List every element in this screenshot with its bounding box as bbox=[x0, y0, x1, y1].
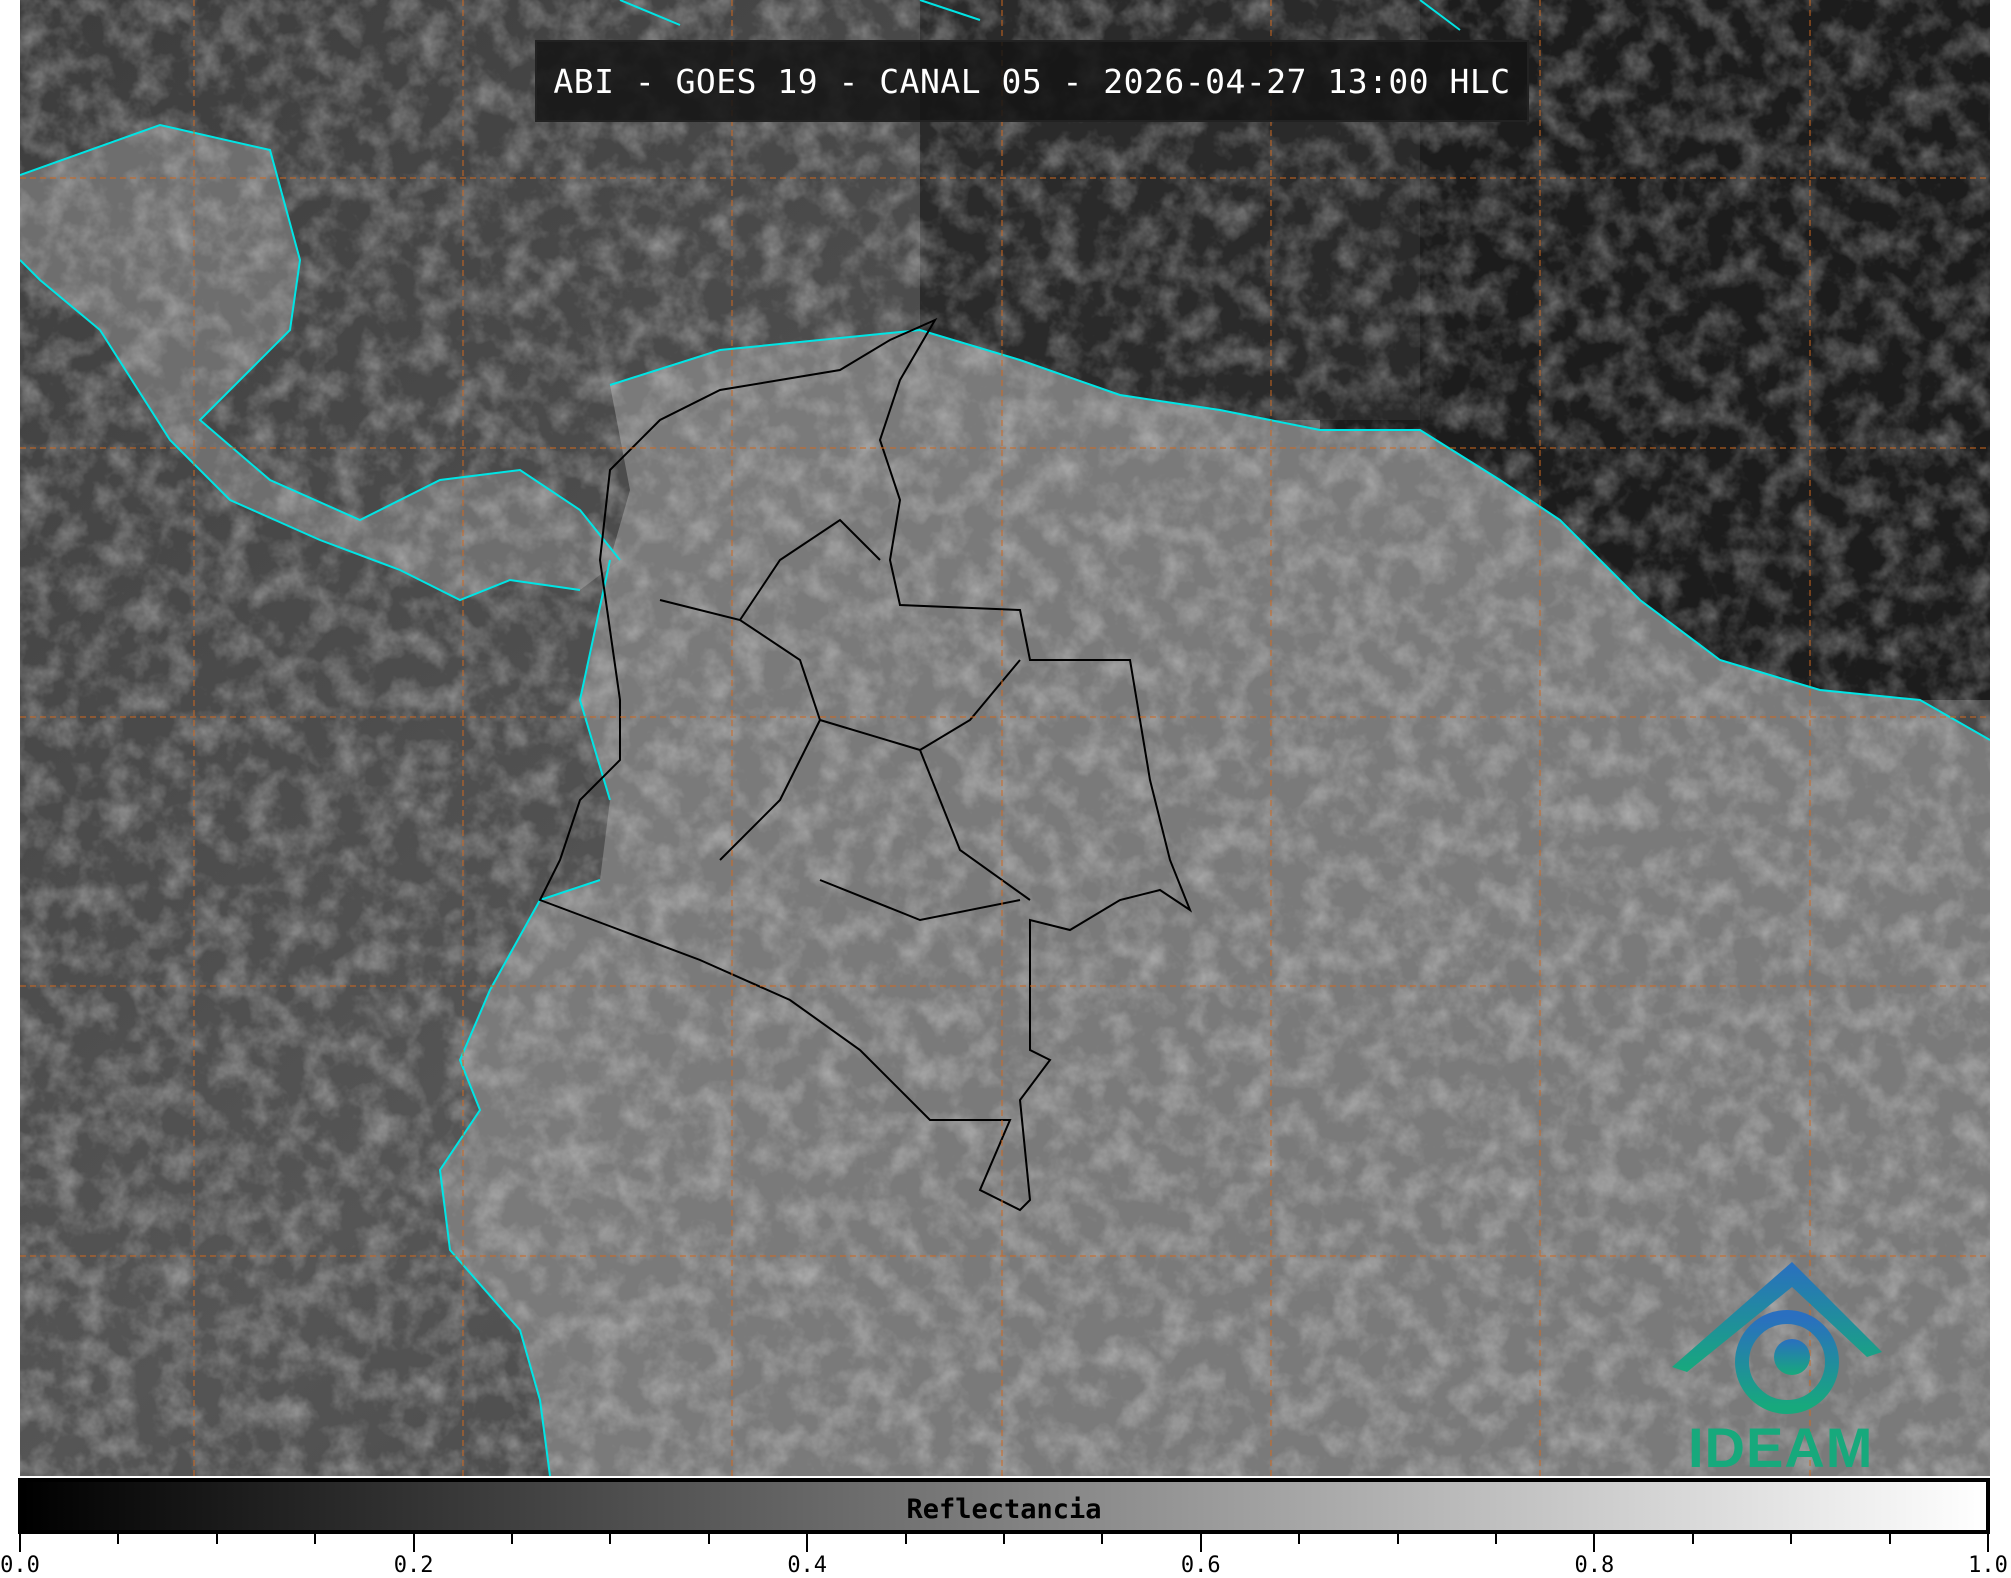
colorbar-tick bbox=[1593, 1534, 1596, 1552]
title-box: ABI - GOES 19 - CANAL 05 - 2026-04-27 13… bbox=[535, 40, 1529, 122]
colorbar-tick bbox=[1396, 1534, 1399, 1544]
colorbar-label: Reflectancia bbox=[906, 1494, 1102, 1525]
coastlines bbox=[20, 0, 1990, 1476]
colorbar-tick bbox=[215, 1534, 218, 1544]
colorbar-tick bbox=[314, 1534, 317, 1544]
graticule bbox=[20, 0, 1990, 1476]
colorbar-tick bbox=[1790, 1534, 1793, 1544]
colorbar-tick-label: 1.0 bbox=[1968, 1553, 2008, 1578]
colorbar-tick-label: 0.8 bbox=[1574, 1553, 1615, 1578]
colorbar: Reflectancia bbox=[18, 1478, 1990, 1534]
colorbar-tick bbox=[511, 1534, 513, 1544]
map-title: ABI - GOES 19 - CANAL 05 - 2026-04-27 13… bbox=[553, 61, 1511, 101]
colorbar-tick bbox=[1298, 1534, 1301, 1544]
colombia-borders bbox=[538, 317, 1193, 1212]
colorbar-tick bbox=[1987, 1534, 1989, 1552]
colorbar-tick bbox=[1691, 1534, 1694, 1544]
colorbar-tick-label: 0.6 bbox=[1180, 1553, 1221, 1578]
colorbar-tick bbox=[806, 1534, 809, 1552]
cloud-texture bbox=[20, 0, 1990, 1476]
colorbar-tick bbox=[1003, 1534, 1005, 1544]
satellite-map bbox=[20, 0, 1990, 1476]
colorbar-tick-label: 0.4 bbox=[787, 1553, 828, 1578]
colorbar-tick-label: 0.2 bbox=[393, 1553, 434, 1578]
colorbar-tick bbox=[1199, 1534, 1202, 1552]
colorbar-tick bbox=[707, 1534, 710, 1544]
colorbar-tick bbox=[19, 1534, 21, 1552]
colorbar-tick bbox=[1101, 1534, 1104, 1544]
colorbar-tick bbox=[1495, 1534, 1497, 1544]
colorbar-tick-label: 0.0 bbox=[0, 1553, 40, 1578]
colorbar-tick bbox=[412, 1534, 415, 1552]
ideam-logo-text: IDEAM bbox=[1688, 1416, 1874, 1479]
colorbar-tick bbox=[117, 1534, 120, 1544]
ideam-logo-icon bbox=[1672, 1262, 1882, 1414]
colorbar-tick bbox=[904, 1534, 907, 1544]
colorbar-tick bbox=[609, 1534, 612, 1544]
colorbar-tick bbox=[1888, 1534, 1891, 1544]
